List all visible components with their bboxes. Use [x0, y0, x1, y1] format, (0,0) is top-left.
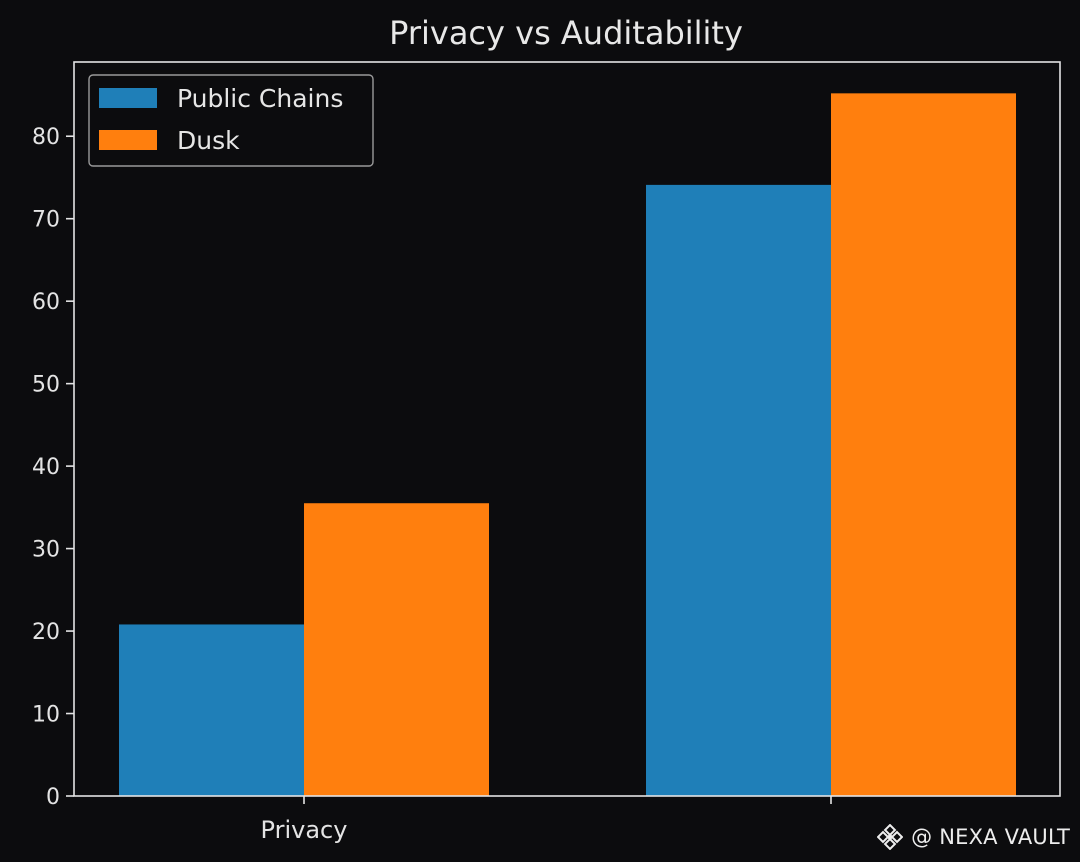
- y-tick-label: 0: [46, 785, 60, 810]
- axes-group: 0 10 20 30 40 50 60 70 80 Privacy: [32, 61, 1061, 844]
- legend-swatch-dusk: [99, 130, 157, 150]
- y-tick-label: 10: [32, 703, 60, 728]
- bars-group: [119, 93, 1016, 796]
- y-tick-label: 40: [32, 455, 60, 480]
- bar-dusk-2: [831, 93, 1016, 796]
- legend-label-dusk: Dusk: [177, 126, 240, 155]
- y-tick-label: 70: [32, 208, 60, 233]
- legend-label-public-chains: Public Chains: [177, 84, 343, 113]
- plot-frame: [73, 61, 1061, 797]
- y-tick-label: 30: [32, 538, 60, 563]
- watermark: @ NEXA VAULT: [877, 824, 1070, 850]
- binance-logo-icon: [877, 824, 904, 850]
- chart-title: Privacy vs Auditability: [389, 14, 743, 52]
- y-tick-label: 50: [32, 373, 60, 398]
- legend-swatch-public-chains: [99, 88, 157, 108]
- bar-dusk-1: [304, 503, 489, 796]
- y-tick-label: 60: [32, 290, 60, 315]
- y-tick-label: 20: [32, 620, 60, 645]
- bar-public-chains-1: [119, 624, 304, 796]
- legend: Public Chains Dusk: [88, 74, 374, 167]
- watermark-text: @ NEXA VAULT: [911, 825, 1070, 849]
- bar-public-chains-2: [646, 184, 831, 796]
- y-tick-label: 80: [32, 125, 60, 150]
- legend-box: [88, 74, 374, 167]
- x-tick-label: Privacy: [261, 816, 348, 844]
